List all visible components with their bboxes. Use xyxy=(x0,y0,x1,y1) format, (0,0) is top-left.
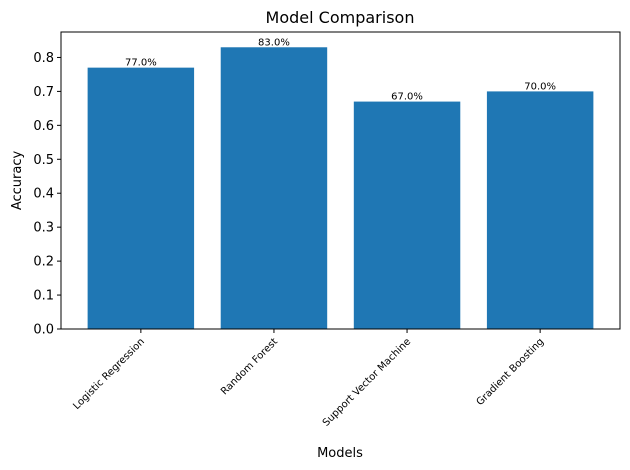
bar xyxy=(220,47,328,329)
y-tick-label: 0.0 xyxy=(33,323,54,338)
y-tick-label: 0.4 xyxy=(33,187,54,202)
y-tick-label: 0.6 xyxy=(33,119,54,134)
bar xyxy=(353,101,461,329)
x-axis-title: Models xyxy=(317,446,363,461)
bar-value-label: 77.0% xyxy=(125,58,157,69)
y-tick-label: 0.7 xyxy=(33,85,54,100)
bar-value-labels: 77.0% 83.0% 67.0% 70.0% xyxy=(125,37,556,102)
bar-value-label: 83.0% xyxy=(258,37,290,48)
x-tick-label: Support Vector Machine xyxy=(321,336,413,428)
bar-value-label: 67.0% xyxy=(391,92,423,103)
y-tick-label: 0.5 xyxy=(33,153,54,168)
bar-value-label: 70.0% xyxy=(524,81,556,92)
chart-title: Model Comparison xyxy=(266,8,415,27)
y-axis-title: Accuracy xyxy=(10,151,25,211)
plot-frame xyxy=(60,31,621,330)
bars xyxy=(87,47,594,330)
x-tick-label: Random Forest xyxy=(219,336,280,397)
x-tick-label: Logistic Regression xyxy=(71,336,147,412)
x-axis-ticks: Logistic Regression Random Forest Support … xyxy=(71,329,546,429)
y-tick-label: 0.1 xyxy=(33,289,54,304)
bar xyxy=(87,67,195,329)
y-tick-label: 0.8 xyxy=(33,51,54,66)
y-axis-ticks: 0.0 0.1 0.2 0.3 0.4 0.5 0.6 0.7 0.8 xyxy=(33,51,61,338)
y-tick-label: 0.3 xyxy=(33,221,54,236)
bar xyxy=(486,91,594,330)
x-tick-label: Gradient Boosting xyxy=(475,336,547,408)
y-tick-label: 0.2 xyxy=(33,255,54,270)
